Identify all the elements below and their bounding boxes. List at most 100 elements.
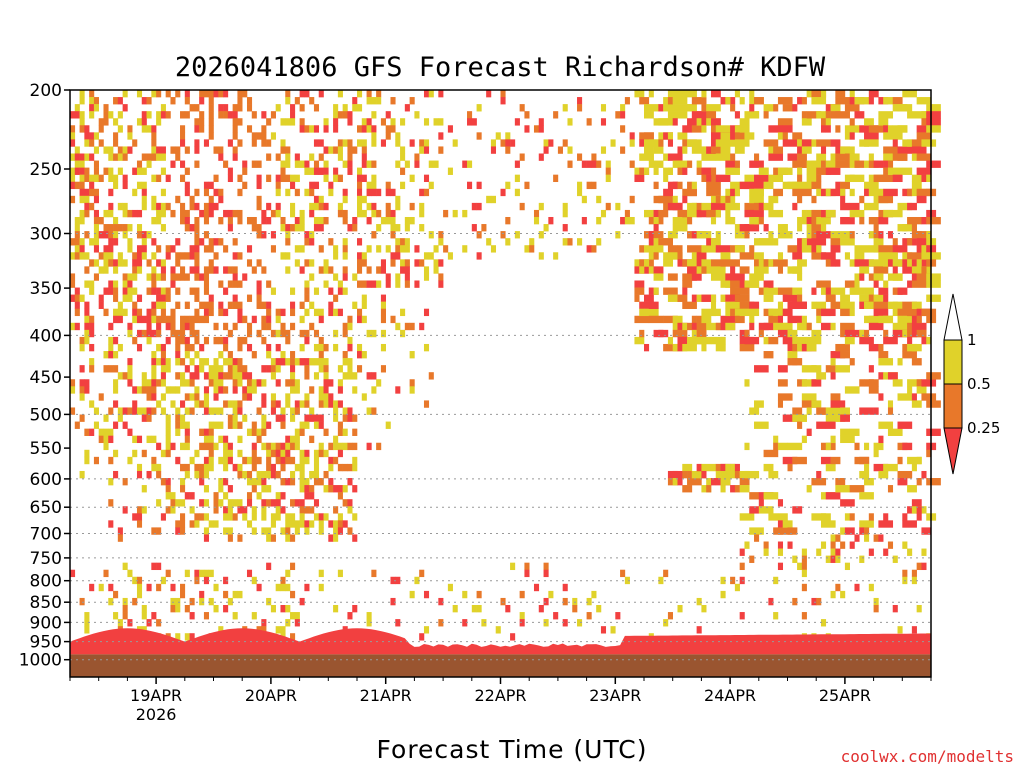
ri-cell: [777, 252, 784, 260]
ri-cell: [270, 393, 276, 401]
ri-cell: [533, 209, 540, 218]
ri-cell: [395, 619, 401, 627]
ri-cell: [146, 153, 152, 161]
ri-cell: [830, 104, 841, 112]
ri-cell: [357, 202, 363, 211]
ri-cell: [246, 104, 253, 112]
ri-cell: [208, 238, 214, 246]
ri-cell: [160, 301, 166, 309]
ri-cell: [687, 188, 697, 197]
ri-cell: [868, 322, 884, 331]
ri-cell: [208, 435, 214, 444]
ri-cell: [357, 209, 363, 218]
ri-cell: [710, 301, 717, 309]
ri-cell: [467, 111, 473, 119]
ri-cell: [734, 245, 745, 253]
ri-cell: [854, 245, 870, 253]
ri-cell: [251, 160, 257, 168]
ri-cell: [127, 322, 133, 331]
ri-cell: [801, 315, 807, 324]
y-axis: 2002503003504004505005506006507007508008…: [19, 81, 70, 671]
ri-cell: [701, 104, 707, 112]
ri-cell: [687, 139, 702, 147]
ri-cell: [758, 202, 764, 211]
ri-cell: [242, 365, 248, 373]
ri-cell: [342, 520, 348, 528]
ri-cell: [132, 386, 138, 394]
ri-cell: [74, 308, 80, 317]
ri-cell: [347, 365, 353, 373]
ri-cell: [423, 90, 430, 98]
ri-cell: [294, 153, 300, 161]
ri-cell: [270, 520, 276, 528]
ri-cell: [677, 167, 683, 175]
ri-cell: [213, 386, 219, 394]
ri-cell: [433, 266, 439, 274]
ri-cell: [213, 322, 219, 331]
ri-cell: [151, 463, 157, 472]
ri-cell: [237, 174, 243, 183]
ri-cell: [165, 111, 171, 119]
ri-cell: [285, 238, 291, 246]
ri-cell: [175, 421, 181, 429]
ri-cell: [294, 520, 300, 528]
ri-cell: [261, 315, 267, 324]
ri-cell: [864, 329, 870, 338]
ri-cell: [768, 231, 774, 239]
ri-cell: [342, 287, 348, 295]
ri-cell: [371, 181, 377, 190]
ri-cell: [232, 386, 238, 394]
ri-cell: [93, 104, 99, 112]
ri-cell: [357, 174, 363, 183]
y-tick-label: 550: [30, 439, 62, 459]
x-tick-label: 19APR: [130, 686, 182, 705]
ri-cell: [309, 358, 315, 366]
ri-cell: [744, 442, 750, 451]
ri-cell: [538, 231, 544, 239]
ri-cell: [797, 245, 803, 253]
ri-cell: [347, 372, 353, 380]
ri-cell: [911, 358, 922, 366]
ri-cell: [156, 583, 162, 592]
ri-cell: [146, 470, 152, 479]
ri-cell: [141, 315, 147, 324]
ri-cell: [285, 435, 291, 444]
ri-cell: [242, 90, 248, 98]
ri-cell: [232, 273, 238, 281]
ri-cell: [782, 167, 788, 175]
ri-cell: [868, 294, 874, 302]
ri-cell: [136, 209, 143, 218]
ri-cell: [476, 231, 482, 239]
ri-cell: [251, 449, 257, 458]
ri-cell: [911, 400, 922, 408]
ri-cell: [749, 209, 764, 218]
ri-cell: [70, 167, 76, 175]
ri-cell: [347, 153, 353, 161]
ri-cell: [242, 372, 248, 380]
ri-cell: [151, 456, 157, 465]
ri-cell: [366, 245, 372, 253]
ri-cell: [380, 294, 386, 302]
ri-cell: [304, 393, 310, 401]
ri-cell: [232, 266, 238, 274]
ri-cell: [89, 202, 95, 211]
ri-cell: [127, 372, 133, 380]
ri-cell: [710, 118, 721, 126]
ri-cell: [218, 379, 224, 387]
ri-cell: [103, 259, 109, 267]
ri-cell: [175, 428, 181, 436]
ri-cell: [127, 407, 133, 415]
ri-cell: [801, 583, 807, 592]
ri-cell: [734, 160, 740, 168]
ri-cell: [500, 90, 506, 98]
ri-cell: [108, 456, 114, 465]
ri-cell: [543, 224, 549, 232]
ri-cell: [199, 428, 205, 436]
ri-cell: [687, 216, 693, 225]
ri-cell: [792, 597, 798, 606]
ri-cell: [419, 188, 425, 197]
ri-cell: [242, 315, 248, 324]
ri-cell: [911, 343, 917, 352]
ri-cell: [347, 463, 353, 472]
ri-cell: [199, 111, 205, 119]
